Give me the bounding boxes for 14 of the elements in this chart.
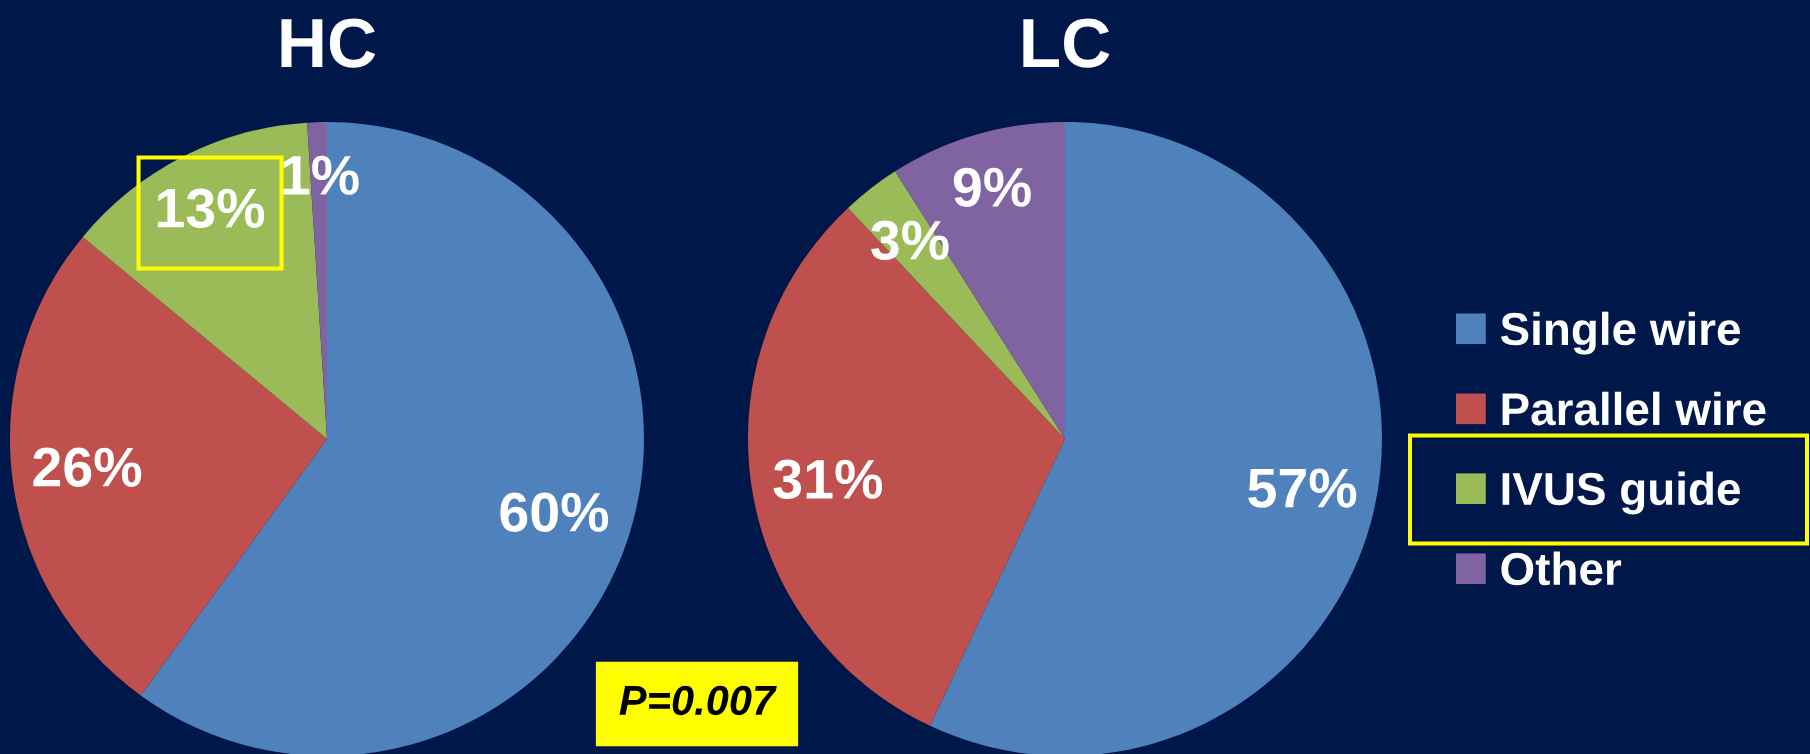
legend-label: Single wire — [1500, 311, 1740, 355]
chart-title: HC — [281, 18, 376, 68]
legend-label: Parallel wire — [1502, 391, 1766, 426]
legend-label: Other — [1501, 551, 1622, 586]
data-label: 13% — [157, 188, 265, 228]
data-label: 9% — [953, 167, 1031, 207]
data-label: 26% — [33, 447, 142, 487]
text: P=0.007 — [619, 685, 777, 716]
legend-label: IVUS guide — [1502, 471, 1740, 515]
data-label: 31% — [773, 459, 883, 500]
data-label: 60% — [500, 492, 609, 532]
chart-title: LC — [1023, 18, 1110, 68]
pie-slice — [10, 236, 327, 696]
data-label: 57% — [1248, 468, 1357, 508]
